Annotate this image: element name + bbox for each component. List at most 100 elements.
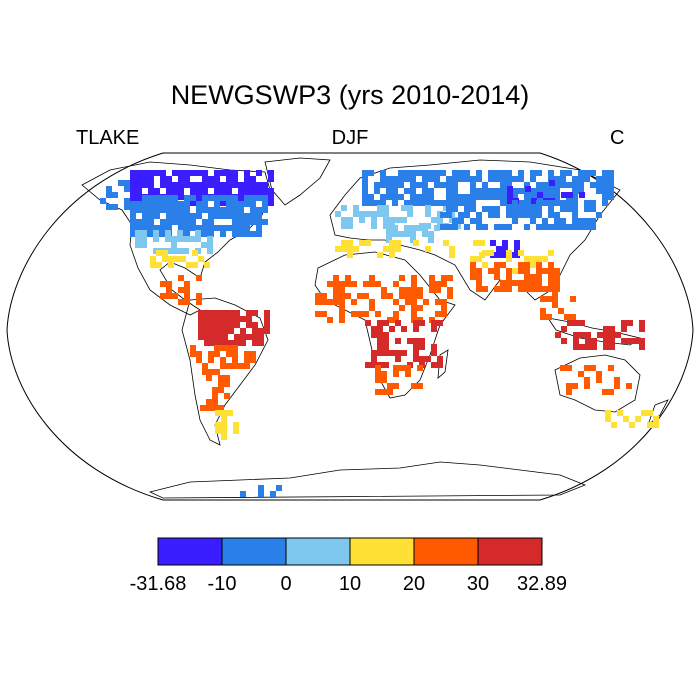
lake-cell	[142, 195, 148, 201]
lake-cell	[238, 194, 244, 200]
lake-cell	[584, 176, 590, 182]
lake-cell	[530, 274, 536, 280]
lake-cell	[518, 200, 524, 206]
lake-cell	[446, 182, 452, 188]
lake-cell	[435, 299, 441, 305]
colorbar-tick-label: 20	[403, 573, 425, 595]
lake-cell	[476, 286, 482, 292]
lake-cell	[579, 320, 585, 326]
lake-cell	[573, 320, 579, 326]
lake-cell	[351, 311, 357, 317]
lake-cell	[546, 314, 552, 320]
variable-label: TLAKE	[76, 127, 140, 149]
lake-cell	[561, 326, 567, 332]
lake-cell	[321, 311, 327, 317]
lake-cell	[458, 176, 464, 182]
lake-cell	[148, 201, 154, 207]
lake-cell	[154, 225, 160, 231]
lake-cell	[226, 351, 232, 357]
lake-cell	[375, 311, 381, 317]
lake-cell	[614, 377, 620, 383]
lake-cell	[172, 170, 178, 176]
lake-cell	[395, 217, 401, 223]
lake-cell	[136, 219, 142, 225]
lake-cell	[470, 262, 476, 268]
lake-cell	[198, 316, 204, 322]
lake-cell	[171, 242, 177, 248]
lake-cell	[506, 206, 512, 212]
lake-cell	[470, 206, 476, 212]
lake-cell	[488, 170, 494, 176]
lake-cell	[184, 281, 190, 287]
lake-cell	[232, 170, 238, 176]
lake-cell	[214, 207, 220, 213]
lake-cell	[647, 422, 653, 428]
lake-cell	[214, 182, 220, 188]
lake-cell	[226, 225, 232, 231]
lake-cell	[542, 286, 548, 292]
lake-cell	[165, 230, 171, 236]
lake-cell	[226, 182, 232, 188]
lake-cell	[216, 340, 222, 346]
lake-cell	[375, 389, 381, 395]
lake-cell	[240, 334, 246, 340]
lake-cell	[608, 170, 614, 176]
lake-cell	[502, 240, 508, 246]
lake-cell	[566, 206, 572, 212]
lake-cell	[380, 176, 386, 182]
lake-cell	[256, 231, 262, 237]
lake-cell	[573, 332, 579, 338]
lake-cell	[154, 207, 160, 213]
lake-cell	[148, 188, 154, 194]
lake-cell	[621, 320, 627, 326]
lake-cell	[447, 275, 453, 281]
lake-cell	[244, 357, 250, 363]
lake-cell	[201, 242, 207, 248]
lake-cell	[234, 334, 240, 340]
lake-cell	[341, 240, 347, 246]
lake-cell	[405, 299, 411, 305]
lake-cell	[530, 170, 536, 176]
lake-cell	[566, 383, 572, 389]
lake-cell	[419, 356, 425, 362]
lake-cell	[584, 383, 590, 389]
lake-cell	[530, 176, 536, 182]
lake-cell	[428, 188, 434, 194]
lake-cell	[386, 225, 392, 231]
lake-cell	[518, 286, 524, 292]
lake-cell	[202, 176, 208, 182]
lake-cell	[262, 182, 268, 188]
lake-cell	[548, 274, 554, 280]
lake-cell	[212, 387, 218, 393]
lake-cell	[464, 206, 470, 212]
lake-cell	[530, 286, 536, 292]
lake-cell	[629, 422, 635, 428]
lake-cell	[196, 194, 202, 200]
lake-cell	[506, 176, 512, 182]
lake-cell	[258, 340, 264, 346]
lake-cell	[422, 200, 428, 206]
lake-cell	[446, 200, 452, 206]
lake-cell	[190, 351, 196, 357]
lake-cell	[608, 389, 614, 395]
lake-cell	[184, 225, 190, 231]
lake-cell	[410, 231, 416, 237]
lake-cell	[416, 200, 422, 206]
lake-cell	[177, 230, 183, 236]
antarctica-outline	[148, 461, 587, 499]
lake-cell	[389, 246, 395, 252]
lake-cell	[221, 416, 227, 422]
lake-cell	[178, 194, 184, 200]
lake-cell	[470, 194, 476, 200]
lake-cell	[425, 205, 431, 211]
lake-cell	[395, 320, 401, 326]
lake-cell	[238, 201, 244, 207]
lake-cell	[212, 405, 218, 411]
lake-cell	[525, 186, 531, 192]
lake-cell	[362, 170, 368, 176]
lake-cell	[392, 182, 398, 188]
lake-cell	[256, 207, 262, 213]
lake-cell	[572, 188, 578, 194]
lake-cell	[202, 195, 208, 201]
lake-cell	[238, 207, 244, 213]
